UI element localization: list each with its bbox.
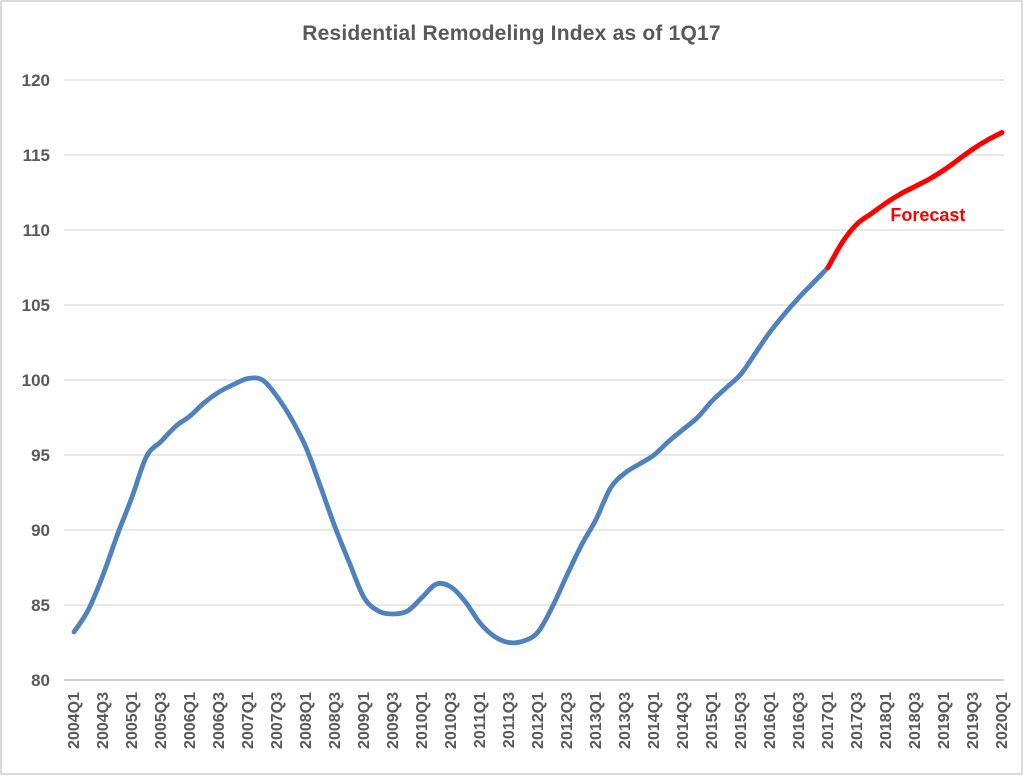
chart-title: Residential Remodeling Index as of 1Q17 (302, 22, 721, 45)
x-tick-label: 2009Q1 (356, 692, 373, 749)
actual-series-line (71, 265, 831, 646)
x-tick-label: 2015Q1 (704, 692, 721, 749)
x-tick-label: 2005Q1 (124, 692, 141, 749)
x-tick-label: 2015Q3 (733, 692, 750, 749)
y-tick-label: 115 (23, 146, 50, 165)
x-tick-label: 2006Q3 (211, 692, 228, 749)
x-tick-label: 2004Q1 (66, 692, 83, 749)
x-tick-label: 2016Q3 (791, 692, 808, 749)
y-tick-label: 80 (31, 671, 50, 690)
y-tick-label: 100 (22, 371, 50, 390)
x-tick-label: 2014Q3 (675, 692, 692, 749)
x-tick-label: 2014Q1 (646, 692, 663, 749)
y-tick-label: 95 (31, 446, 50, 465)
x-tick-label: 2017Q1 (820, 692, 837, 749)
x-tick-label: 2004Q3 (95, 692, 112, 749)
forecast-series-line (825, 130, 1005, 270)
x-tick-label: 2013Q1 (588, 692, 605, 749)
forecast-label: Forecast (890, 205, 965, 225)
y-tick-label: 110 (23, 221, 50, 240)
x-tick-label: 2019Q3 (965, 692, 982, 749)
x-tick-label: 2010Q1 (414, 692, 431, 749)
x-tick-label: 2016Q1 (762, 692, 779, 749)
x-tick-label: 2007Q1 (240, 692, 257, 749)
x-tick-label: 2006Q1 (182, 692, 199, 749)
y-tick-label: 85 (31, 596, 50, 615)
x-tick-label: 2019Q1 (936, 692, 953, 749)
x-tick-label: 2013Q3 (617, 692, 634, 749)
x-tick-label: 2007Q3 (269, 692, 286, 749)
x-tick-label: 2017Q3 (849, 692, 866, 749)
y-tick-label: 120 (22, 71, 50, 90)
x-tick-label: 2010Q3 (443, 692, 460, 749)
x-tick-label: 2008Q1 (298, 692, 315, 749)
x-tick-label: 2012Q3 (559, 692, 576, 749)
x-tick-label: 2018Q3 (907, 692, 924, 749)
x-tick-label: 2012Q1 (530, 692, 547, 749)
y-tick-label: 105 (22, 296, 50, 315)
x-tick-label: 2020Q1 (994, 692, 1011, 749)
x-tick-label: 2018Q1 (878, 692, 895, 749)
x-tick-label: 2008Q3 (327, 692, 344, 749)
x-tick-label: 2005Q3 (153, 692, 170, 749)
x-tick-label: 2011Q1 (472, 692, 489, 748)
x-tick-label: 2011Q3 (501, 692, 518, 748)
y-tick-label: 90 (31, 521, 50, 540)
x-tick-label: 2009Q3 (385, 692, 402, 749)
